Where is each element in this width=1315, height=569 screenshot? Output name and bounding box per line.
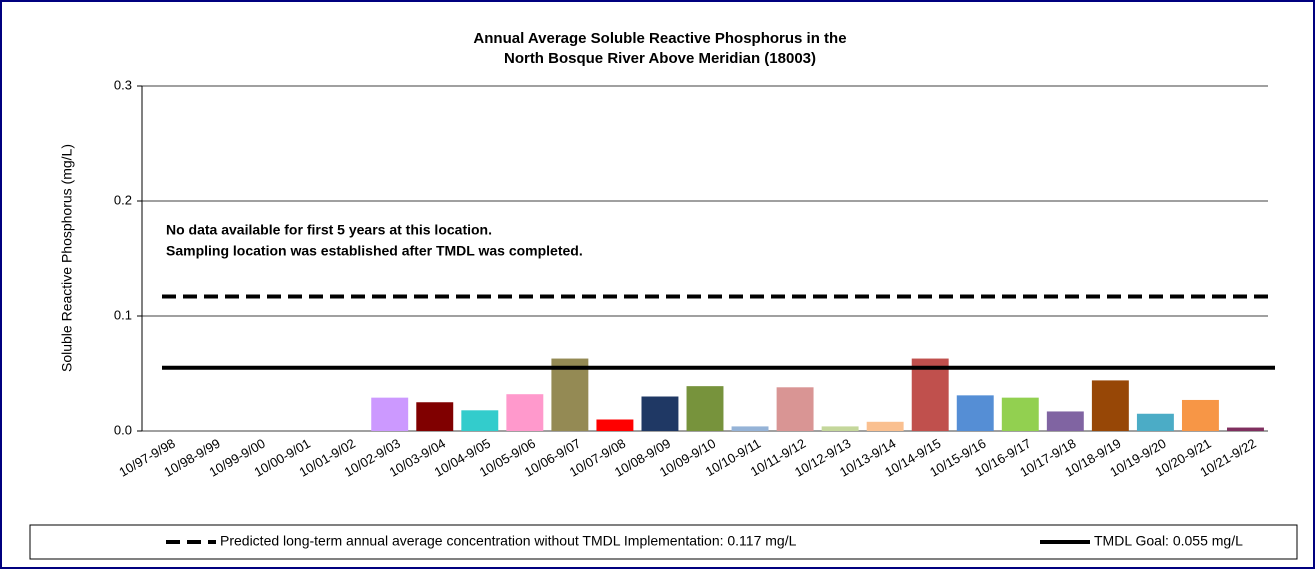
bar: [1001, 397, 1039, 431]
bar: [1136, 413, 1174, 431]
bar: [461, 410, 499, 431]
bar: [821, 426, 859, 431]
bar: [731, 426, 769, 431]
bar: [1227, 427, 1264, 431]
bar: [551, 358, 589, 431]
annotation: Sampling location was established after …: [166, 243, 583, 259]
bar: [686, 386, 724, 431]
y-axis-label: Soluble Reactive Phosphorus (mg/L): [59, 144, 75, 372]
legend-label: Predicted long-term annual average conce…: [220, 533, 797, 549]
chart-title: Annual Average Soluble Reactive Phosphor…: [473, 30, 846, 47]
bar: [641, 396, 679, 431]
bar: [866, 421, 904, 431]
annotation: No data available for first 5 years at t…: [166, 222, 492, 238]
bar: [911, 358, 949, 431]
y-tick-label: 0.0: [114, 422, 132, 437]
bar: [1046, 411, 1084, 431]
bar: [1091, 380, 1129, 431]
bar: [416, 402, 454, 431]
y-tick-label: 0.3: [114, 77, 132, 92]
legend-label: TMDL Goal: 0.055 mg/L: [1094, 533, 1243, 549]
chart-title: North Bosque River Above Meridian (18003…: [504, 50, 816, 67]
bar: [1181, 399, 1219, 431]
bar: [596, 419, 634, 431]
bar: [776, 387, 814, 431]
y-tick-label: 0.1: [114, 307, 132, 322]
bar: [506, 394, 544, 431]
y-tick-label: 0.2: [114, 192, 132, 207]
bar: [371, 397, 409, 431]
bar: [956, 395, 994, 431]
